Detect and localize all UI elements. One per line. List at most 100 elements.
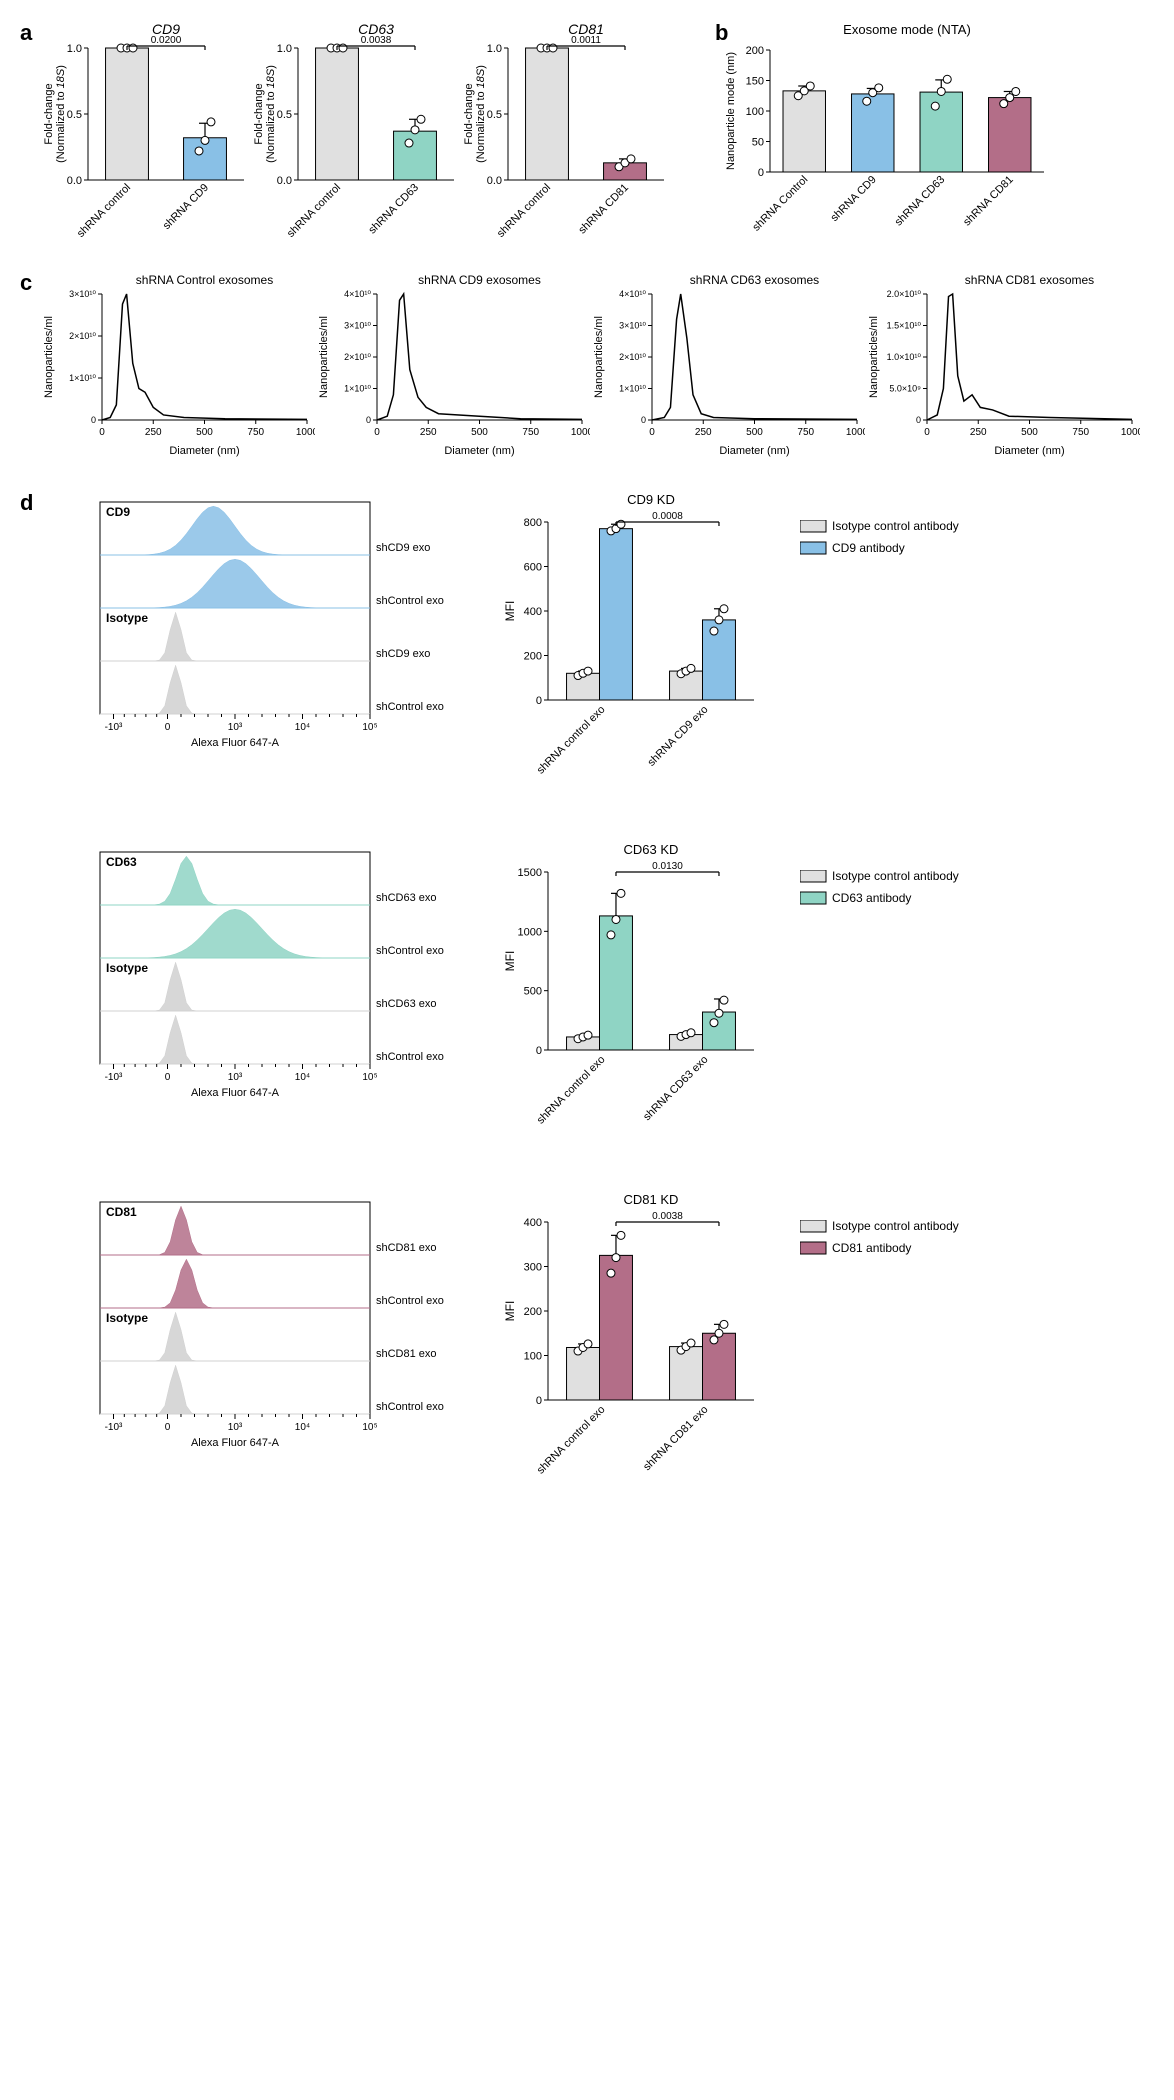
svg-text:0: 0 (374, 427, 380, 438)
svg-text:0: 0 (924, 427, 930, 438)
svg-text:CD63 KD: CD63 KD (624, 842, 679, 857)
svg-text:shControl exo: shControl exo (376, 701, 444, 713)
svg-text:CD9 KD: CD9 KD (627, 492, 675, 507)
svg-text:Diameter (nm): Diameter (nm) (994, 445, 1064, 457)
svg-text:shRNA control: shRNA control (495, 182, 553, 240)
svg-text:(Normalized to 18S): (Normalized to 18S) (55, 65, 67, 163)
svg-text:0: 0 (536, 1395, 542, 1407)
svg-text:200: 200 (524, 651, 542, 663)
svg-text:10⁴: 10⁴ (295, 1072, 310, 1083)
svg-text:2×10¹⁰: 2×10¹⁰ (69, 331, 96, 341)
panel-c-chart: shRNA CD9 exosomes01×10¹⁰2×10¹⁰3×10¹⁰4×1… (315, 270, 590, 460)
svg-text:shCD63 exo: shCD63 exo (376, 998, 437, 1010)
svg-text:10³: 10³ (228, 1422, 243, 1433)
svg-text:10⁴: 10⁴ (295, 1422, 310, 1433)
svg-text:0: 0 (165, 1072, 171, 1083)
svg-text:Alexa Fluor 647-A: Alexa Fluor 647-A (191, 1087, 280, 1099)
svg-text:Nanoparticles/ml: Nanoparticles/ml (868, 316, 880, 398)
svg-text:0.0038: 0.0038 (361, 35, 392, 46)
svg-text:750: 750 (1072, 427, 1089, 438)
svg-text:0.0200: 0.0200 (151, 35, 182, 46)
svg-text:1×10¹⁰: 1×10¹⁰ (619, 384, 646, 394)
svg-text:500: 500 (746, 427, 763, 438)
svg-text:600: 600 (524, 562, 542, 574)
svg-text:shRNA CD63 exo: shRNA CD63 exo (641, 1054, 710, 1123)
panel-b-chart: Exosome mode (NTA)050100150200shRNA Cont… (720, 20, 1050, 250)
svg-text:shRNA CD81 exo: shRNA CD81 exo (641, 1404, 710, 1473)
svg-text:1000: 1000 (846, 427, 865, 438)
svg-text:shRNA Control exosomes: shRNA Control exosomes (136, 273, 273, 287)
svg-text:0.0130: 0.0130 (652, 861, 683, 872)
svg-text:CD63: CD63 (106, 855, 137, 869)
svg-text:750: 750 (797, 427, 814, 438)
svg-text:shRNA CD63: shRNA CD63 (893, 174, 948, 229)
svg-text:0: 0 (649, 427, 655, 438)
svg-text:Alexa Fluor 647-A: Alexa Fluor 647-A (191, 1437, 280, 1449)
panel-a-chart: CD630.00.51.0shRNA controlshRNA CD630.00… (250, 20, 460, 250)
svg-text:Isotype: Isotype (106, 1311, 148, 1325)
svg-text:Exosome mode (NTA): Exosome mode (NTA) (843, 22, 971, 37)
svg-text:shControl exo: shControl exo (376, 1051, 444, 1063)
flow-histogram: shCD9 exoshControl exoshCD9 exoshControl… (80, 490, 470, 750)
legend: Isotype control antibodyCD63 antibody (800, 870, 1020, 918)
svg-text:3×10¹⁰: 3×10¹⁰ (344, 321, 371, 331)
svg-text:500: 500 (1021, 427, 1038, 438)
svg-text:250: 250 (970, 427, 987, 438)
svg-text:250: 250 (420, 427, 437, 438)
svg-text:5.0×10⁹: 5.0×10⁹ (889, 384, 921, 394)
svg-text:200: 200 (524, 1306, 542, 1318)
svg-text:1.0: 1.0 (277, 43, 292, 55)
svg-text:100: 100 (524, 1351, 542, 1363)
svg-text:shRNA CD9: shRNA CD9 (828, 174, 878, 224)
flow-histogram: shCD63 exoshControl exoshCD63 exoshContr… (80, 840, 470, 1100)
svg-text:Isotype control antibody: Isotype control antibody (832, 520, 959, 533)
svg-text:100: 100 (746, 106, 764, 118)
svg-text:MFI: MFI (503, 601, 517, 622)
svg-text:Diameter (nm): Diameter (nm) (719, 445, 789, 457)
svg-text:(Normalized to 18S): (Normalized to 18S) (265, 65, 277, 163)
svg-text:0: 0 (916, 415, 921, 425)
svg-text:1000: 1000 (518, 926, 542, 938)
svg-text:CD9 antibody: CD9 antibody (832, 541, 905, 555)
svg-text:-10³: -10³ (105, 722, 123, 733)
svg-text:shRNA control exo: shRNA control exo (535, 1404, 608, 1477)
mfi-bar-chart: CD81 KD0100200300400shRNA control exoshR… (500, 1190, 760, 1490)
svg-text:800: 800 (524, 517, 542, 529)
svg-text:1.5×10¹⁰: 1.5×10¹⁰ (887, 321, 922, 331)
svg-text:0.0: 0.0 (487, 175, 502, 187)
svg-text:10⁵: 10⁵ (362, 1422, 377, 1433)
svg-text:shRNA control: shRNA control (75, 182, 133, 240)
svg-text:shRNA control exo: shRNA control exo (535, 704, 608, 777)
svg-text:10³: 10³ (228, 1072, 243, 1083)
legend: Isotype control antibodyCD81 antibody (800, 1220, 1020, 1268)
svg-text:400: 400 (524, 606, 542, 618)
svg-text:4×10¹⁰: 4×10¹⁰ (619, 289, 646, 299)
svg-text:1000: 1000 (571, 427, 590, 438)
svg-text:shCD81 exo: shCD81 exo (376, 1242, 437, 1254)
legend: Isotype control antibody CD9 antibody (800, 520, 1020, 568)
svg-text:500: 500 (524, 986, 542, 998)
svg-text:3×10¹⁰: 3×10¹⁰ (619, 321, 646, 331)
svg-text:750: 750 (247, 427, 264, 438)
svg-text:MFI: MFI (503, 951, 517, 972)
svg-text:0.0011: 0.0011 (571, 35, 601, 46)
svg-text:0.0008: 0.0008 (652, 511, 683, 522)
svg-text:shRNA control exo: shRNA control exo (535, 1054, 608, 1127)
svg-text:0: 0 (536, 695, 542, 707)
svg-text:2×10¹⁰: 2×10¹⁰ (619, 352, 646, 362)
svg-text:shRNA CD81 exosomes: shRNA CD81 exosomes (965, 273, 1094, 287)
svg-text:0.5: 0.5 (277, 109, 292, 121)
svg-text:0.5: 0.5 (487, 109, 502, 121)
svg-text:shRNA CD81: shRNA CD81 (576, 182, 631, 237)
svg-text:1.0×10¹⁰: 1.0×10¹⁰ (887, 352, 922, 362)
svg-text:shRNA CD9 exosomes: shRNA CD9 exosomes (418, 273, 541, 287)
svg-text:CD81 antibody: CD81 antibody (832, 1241, 911, 1255)
svg-text:shRNA CD63: shRNA CD63 (366, 182, 421, 237)
svg-text:-10³: -10³ (105, 1072, 123, 1083)
svg-text:shRNA CD63 exosomes: shRNA CD63 exosomes (690, 273, 819, 287)
svg-text:1×10¹⁰: 1×10¹⁰ (344, 384, 371, 394)
svg-text:Nanoparticle mode (nm): Nanoparticle mode (nm) (725, 52, 737, 170)
svg-text:1500: 1500 (518, 867, 542, 879)
svg-text:Fold-change: Fold-change (253, 83, 265, 144)
svg-text:-10³: -10³ (105, 1422, 123, 1433)
